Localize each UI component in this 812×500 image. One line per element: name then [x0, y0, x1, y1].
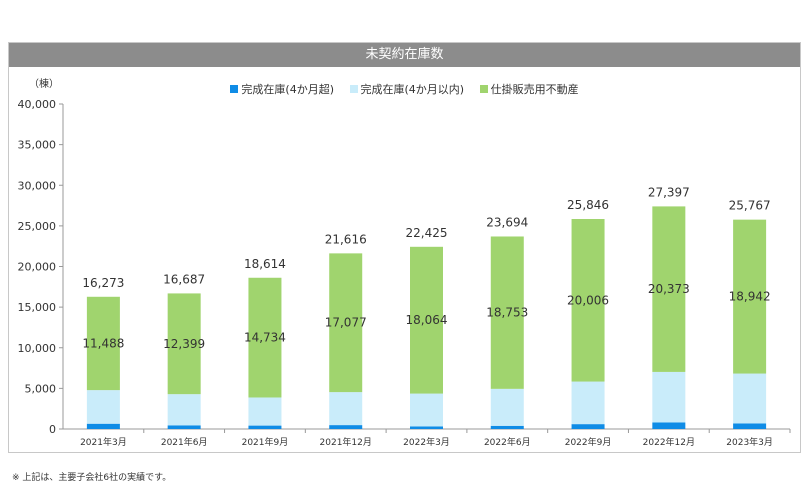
x-tick-label: 2021年9月: [242, 436, 289, 448]
segment-label: 18,942: [729, 290, 771, 304]
bar-segment-0: [167, 425, 201, 429]
total-label: 21,616: [325, 232, 367, 246]
bar-segment-0: [490, 425, 524, 429]
segment-label: 12,399: [163, 337, 205, 351]
segment-label: 18,064: [406, 313, 448, 327]
y-tick-label: 40,000: [18, 98, 57, 111]
bar-segment-1: [571, 381, 605, 425]
legend-label: 仕掛販売用不動産: [490, 83, 579, 96]
segment-label: 20,006: [567, 293, 609, 307]
bar-segment-0: [733, 423, 767, 429]
total-label: 16,273: [82, 276, 124, 290]
bar-segment-2: [733, 219, 767, 374]
chart-title: 未契約在庫数: [9, 43, 800, 67]
legend-swatch-completed-over-4m: [230, 85, 239, 93]
x-tick-label: 2022年9月: [565, 436, 612, 448]
bar-segment-2: [410, 246, 443, 394]
bar-segment-1: [248, 397, 282, 426]
legend-item-completed-over-4m: 完成在庫(4か月超): [230, 81, 334, 97]
bar-segment-1: [490, 388, 524, 426]
bar-segment-2: [652, 206, 686, 372]
bar-segment-1: [733, 373, 767, 424]
bar-segment-0: [248, 425, 282, 429]
bar-segment-0: [652, 422, 686, 429]
y-tick-label: 30,000: [18, 179, 57, 192]
legend-label: 完成在庫(4か月以内): [360, 83, 465, 96]
y-tick-label: 35,000: [18, 139, 57, 152]
x-tick-label: 2021年6月: [161, 436, 208, 448]
bar-segment-2: [571, 219, 605, 382]
y-tick-label: 10,000: [18, 342, 57, 355]
legend-swatch-in-progress: [479, 85, 488, 93]
y-tick-label: 25,000: [18, 220, 57, 233]
total-label: 23,694: [486, 215, 528, 229]
bar-segment-0: [86, 423, 120, 429]
legend-label: 完成在庫(4か月超): [241, 83, 334, 96]
footnote: ※ 上記は、主要子会社6社の実績です。: [12, 473, 172, 483]
y-tick-label: 0: [49, 423, 56, 436]
bar-segment-2: [86, 296, 120, 391]
bar-segment-1: [410, 393, 443, 427]
y-tick-label: 20,000: [18, 261, 57, 274]
bar-segment-1: [652, 371, 686, 423]
total-label: 16,687: [163, 272, 205, 286]
bar-segment-2: [248, 277, 282, 398]
segment-label: 20,373: [648, 282, 690, 296]
y-axis-unit-label: （棟）: [29, 79, 59, 90]
total-label: 25,846: [567, 198, 609, 212]
segment-label: 17,077: [325, 316, 367, 330]
bar-segment-0: [329, 425, 363, 429]
total-label: 18,614: [244, 257, 286, 271]
bar-segment-1: [167, 394, 201, 426]
total-label: 22,425: [406, 226, 448, 240]
bar-segment-2: [167, 293, 201, 395]
legend-item-completed-within-4m: 完成在庫(4か月以内): [349, 81, 465, 97]
total-label: 27,397: [648, 185, 690, 199]
bar-segment-2: [490, 236, 524, 389]
chart-legend: 完成在庫(4か月超) 完成在庫(4か月以内) 仕掛販売用不動産: [9, 81, 800, 97]
bar-segment-0: [571, 424, 605, 429]
bar-segment-1: [86, 390, 120, 424]
x-tick-label: 2021年3月: [80, 436, 127, 448]
x-tick-label: 2022年12月: [643, 436, 695, 448]
x-tick-label: 2021年12月: [320, 436, 372, 448]
legend-item-in-progress: 仕掛販売用不動産: [479, 81, 579, 97]
legend-swatch-completed-within-4m: [349, 85, 358, 93]
bar-segment-2: [329, 253, 363, 393]
y-tick-label: 15,000: [18, 301, 57, 314]
segment-label: 11,488: [82, 336, 124, 350]
x-tick-label: 2022年3月: [403, 436, 450, 448]
total-label: 25,767: [729, 199, 771, 213]
x-tick-label: 2022年6月: [484, 436, 531, 448]
bar-segment-1: [329, 392, 363, 426]
bar-segment-0: [410, 426, 443, 429]
y-tick-label: 5,000: [25, 382, 57, 395]
segment-label: 14,734: [244, 331, 286, 345]
segment-label: 18,753: [486, 306, 528, 320]
x-tick-label: 2023年3月: [726, 436, 773, 448]
